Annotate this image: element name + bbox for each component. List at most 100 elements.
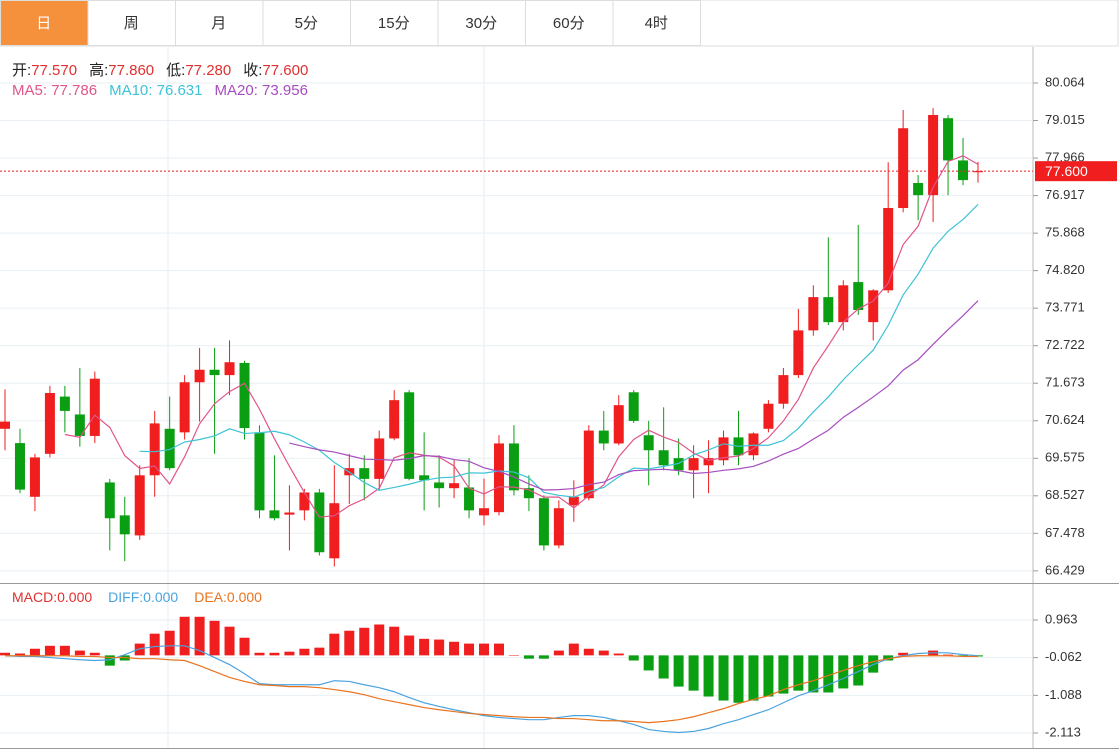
- macd-bar: [479, 643, 490, 656]
- tab-label[interactable]: 30分: [465, 15, 497, 32]
- macd-bar: [733, 655, 744, 703]
- candle-body: [239, 362, 250, 429]
- candle-body: [553, 508, 564, 546]
- macd-bar: [209, 620, 220, 656]
- macd-bar: [404, 635, 415, 656]
- candle-body: [958, 160, 969, 181]
- candle-body: [269, 510, 280, 519]
- info-item: 收77.600: [243, 62, 308, 79]
- macd-bar: [74, 650, 85, 656]
- y-tick-label: 67.478: [1045, 525, 1085, 540]
- candle-body: [928, 114, 939, 196]
- macd-bar: [59, 645, 70, 656]
- macd-bar: [104, 655, 115, 666]
- candle-body: [943, 118, 954, 161]
- candle-body: [44, 393, 55, 454]
- candle-body: [718, 437, 729, 461]
- candle-body: [149, 423, 160, 476]
- macd-plot: [0, 616, 1033, 734]
- y-tick-label: 0.963: [1045, 611, 1078, 626]
- tab[interactable]: [350, 0, 439, 46]
- info-name: MA10: [109, 82, 157, 99]
- macd-bar: [538, 655, 549, 659]
- info-item: 高77.860: [89, 62, 154, 79]
- candle-body: [508, 443, 519, 491]
- macd-bar: [254, 652, 265, 656]
- candle-body: [374, 438, 385, 479]
- macd-bar: [179, 616, 190, 656]
- info-name: 收: [243, 62, 262, 79]
- macd-bar: [44, 645, 55, 656]
- candle-body: [793, 330, 804, 376]
- macd-bar: [344, 630, 355, 656]
- candle-body: [134, 475, 145, 536]
- candle-body: [74, 414, 85, 436]
- macd-bar: [568, 643, 579, 656]
- tab[interactable]: [437, 0, 526, 46]
- tab-label[interactable]: 4时: [645, 15, 668, 32]
- tab-label[interactable]: 周: [124, 15, 139, 32]
- macd-bar: [434, 639, 445, 656]
- tab[interactable]: [525, 0, 614, 46]
- info-item: DIFF0.000: [108, 589, 178, 605]
- info-value: 77.280: [185, 62, 232, 79]
- candle-body: [29, 457, 40, 497]
- y-tick-label: 68.527: [1045, 487, 1085, 502]
- macd-bar: [658, 655, 669, 679]
- candle-body: [703, 458, 714, 466]
- tab[interactable]: [175, 0, 264, 46]
- info-name: DEA: [194, 589, 227, 605]
- tab[interactable]: [0, 0, 89, 46]
- candle-body: [224, 362, 235, 376]
- y-tick-label: 72.722: [1045, 337, 1085, 352]
- info-name: 低: [166, 62, 185, 79]
- tab-label[interactable]: 5分: [295, 15, 318, 32]
- candle-body: [164, 428, 175, 469]
- indicator-line: [64, 155, 979, 518]
- macd-bar: [943, 654, 954, 656]
- y-tick-label: 79.015: [1045, 112, 1085, 127]
- tab-label[interactable]: 月: [211, 15, 226, 32]
- macd-bar: [718, 655, 729, 701]
- candle-body: [209, 369, 220, 376]
- tab-label[interactable]: 15分: [378, 15, 410, 32]
- macd-bar: [523, 655, 534, 659]
- macd-bar: [164, 630, 175, 656]
- candle-body: [613, 405, 624, 444]
- y-tick-label: 71.673: [1045, 375, 1085, 390]
- candle-body: [538, 498, 549, 546]
- info-value: 0.000: [143, 589, 179, 605]
- tab[interactable]: [262, 0, 351, 46]
- macd-bar: [194, 616, 205, 656]
- candle-body: [434, 482, 445, 489]
- candle-body: [973, 171, 983, 173]
- info-value: 77.600: [262, 62, 309, 79]
- macd-bar: [493, 643, 504, 656]
- macd-bar: [823, 655, 834, 693]
- y-tick-label: 69.575: [1045, 450, 1085, 465]
- candle-body: [688, 458, 699, 471]
- info-value: 0.000: [226, 589, 262, 605]
- candle-body: [763, 403, 774, 429]
- info-value: 77.786: [51, 82, 98, 99]
- info-item: 低77.280: [166, 62, 231, 79]
- info-item: DEA0.000: [194, 589, 262, 605]
- candle-body: [748, 433, 759, 456]
- tab-label[interactable]: 60分: [553, 15, 585, 32]
- macd-bar: [703, 655, 714, 697]
- macd-bar: [748, 655, 759, 701]
- y-tick-label: 74.820: [1045, 262, 1085, 277]
- candle-body: [523, 488, 534, 499]
- macd-bar: [419, 638, 430, 656]
- macd-bar: [329, 633, 340, 656]
- candle-body: [778, 375, 789, 404]
- macd-bar: [583, 648, 594, 656]
- tab[interactable]: [612, 0, 701, 46]
- axes: 80.064 79.015 77.966 76.917 75.868 74.820 73.7…: [1033, 74, 1117, 739]
- candle-body: [898, 128, 909, 209]
- tab[interactable]: [87, 0, 176, 46]
- macd-bar: [673, 655, 684, 687]
- macd-bar: [284, 651, 295, 656]
- tab-label[interactable]: 日: [36, 15, 51, 32]
